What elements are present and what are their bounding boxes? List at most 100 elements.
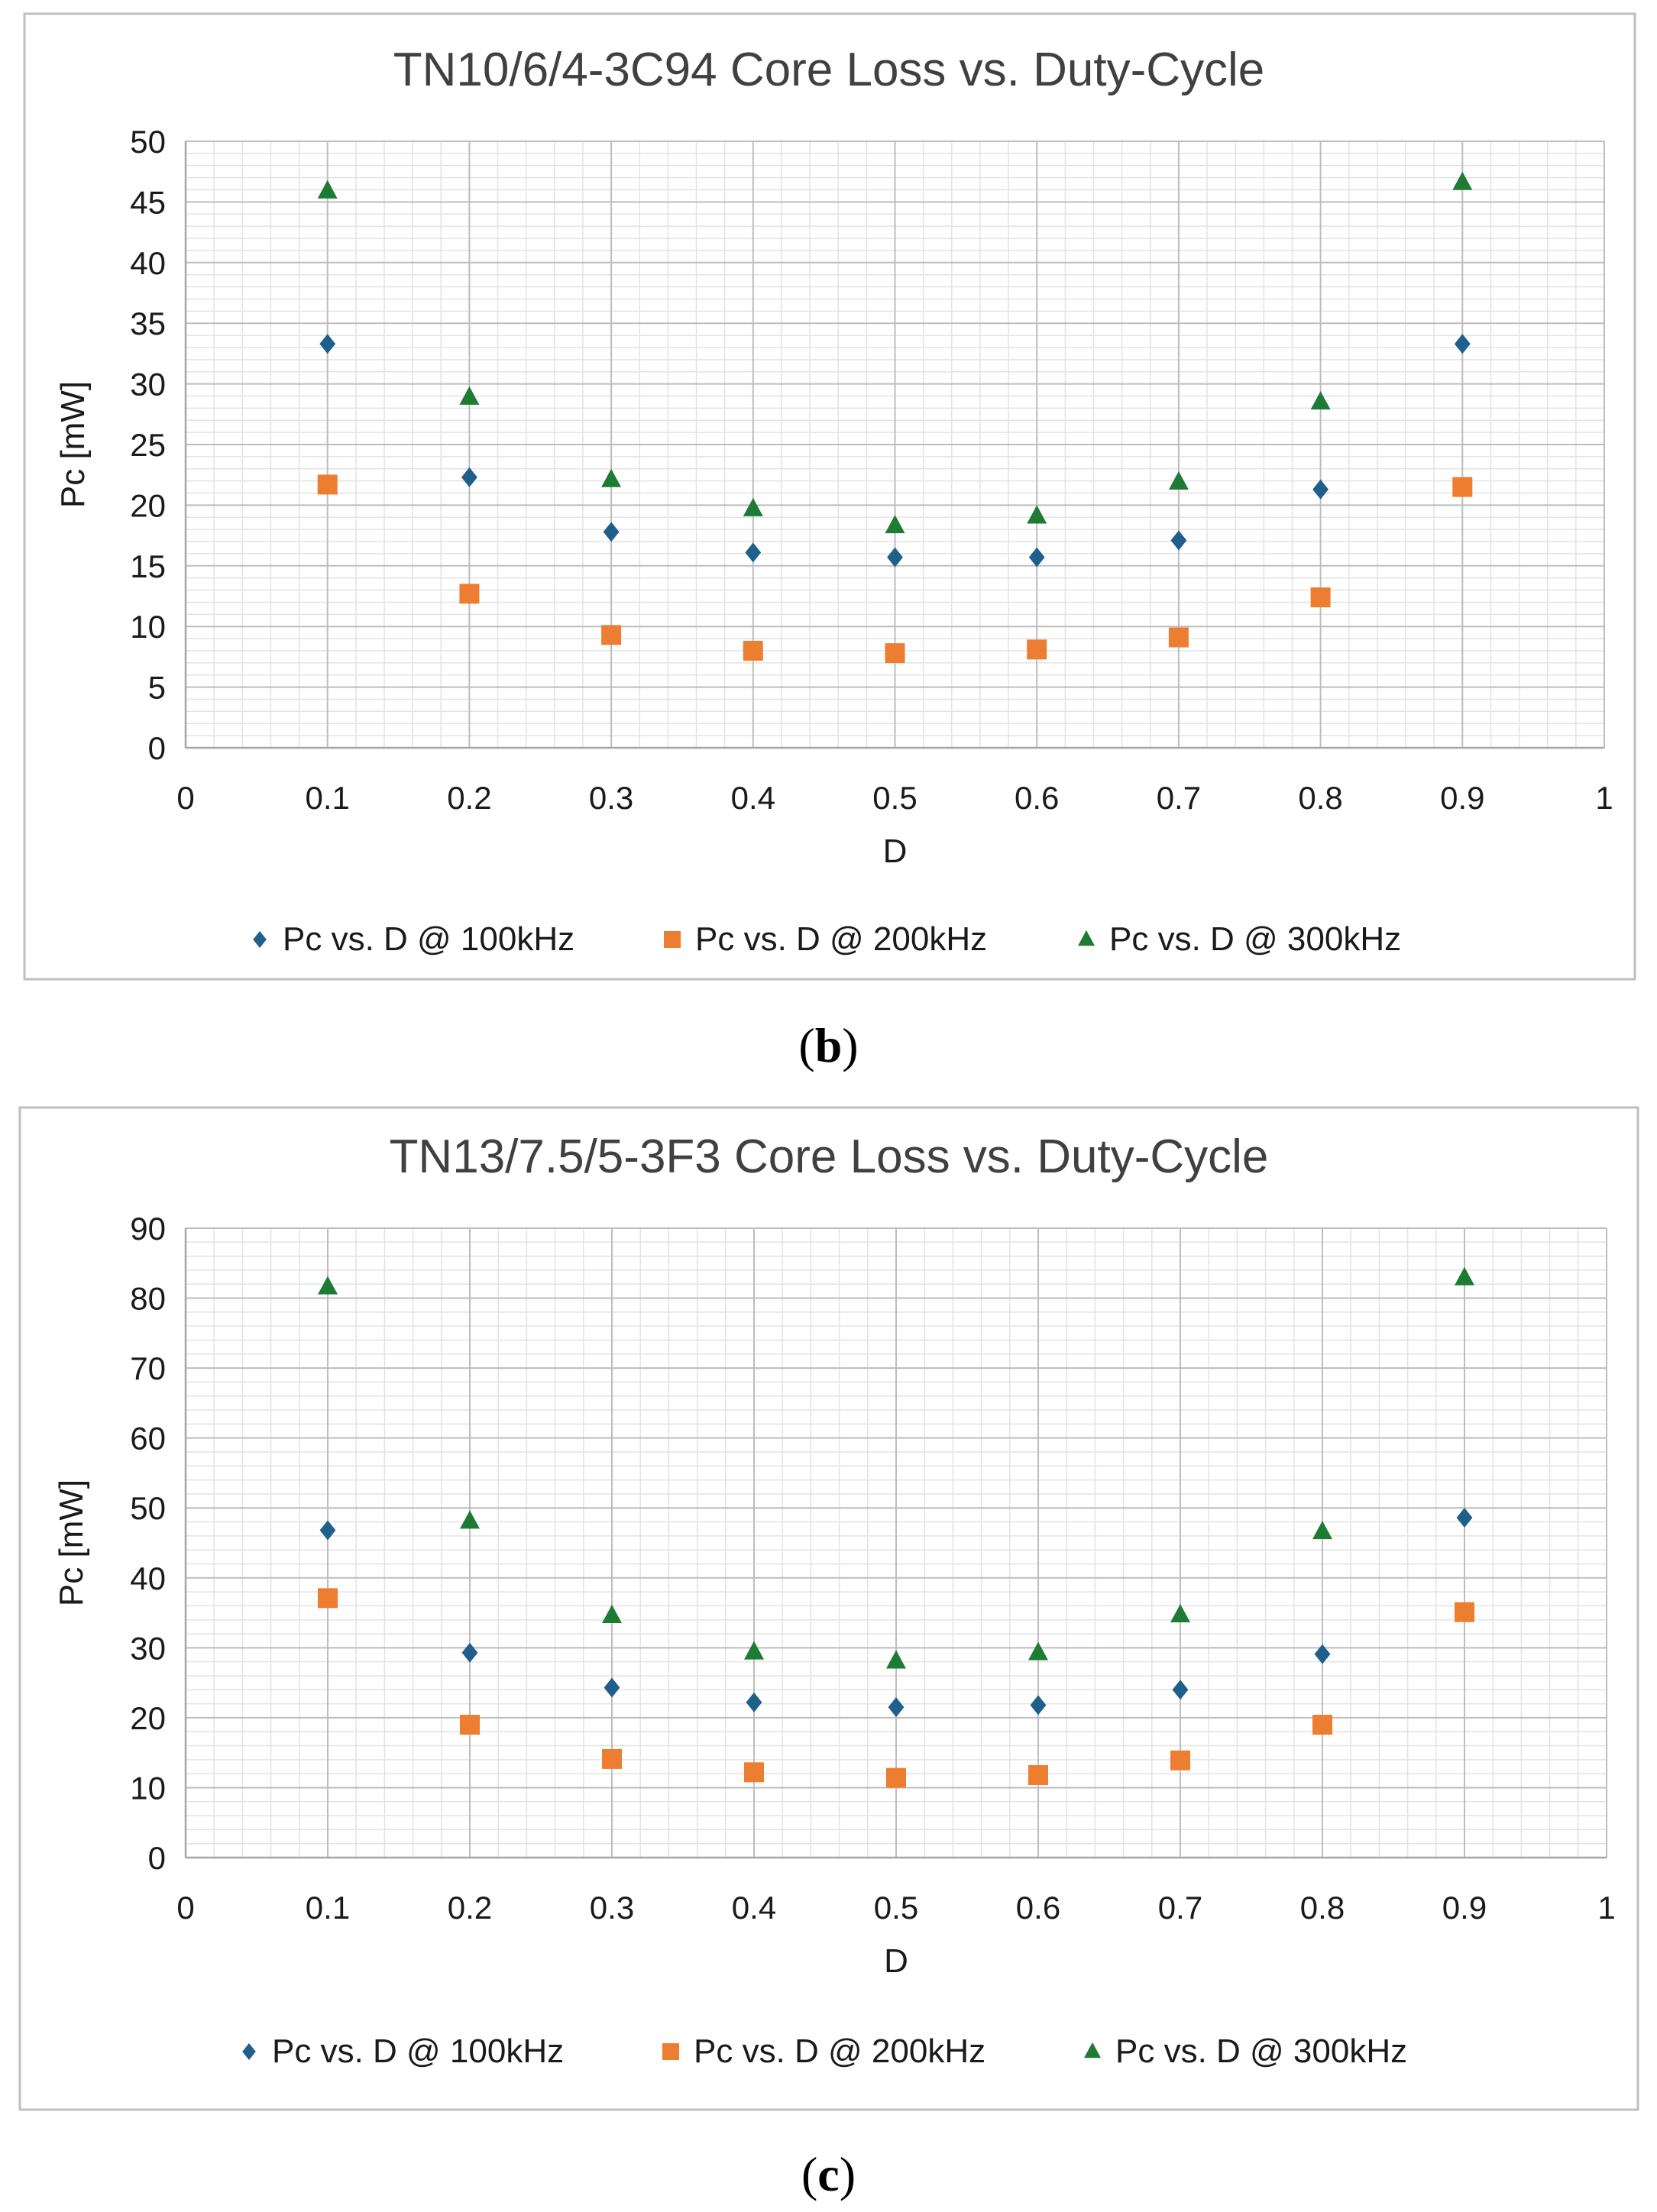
panel-label-c-close: ) (839, 2147, 856, 2201)
x-axis-label: D (884, 1942, 908, 1980)
y-tick-label: 25 (130, 427, 166, 463)
y-axis-label: Pc [mW] (54, 381, 92, 508)
data-point (601, 625, 622, 645)
legend-marker (1084, 2042, 1101, 2058)
chart-frame (18, 1106, 1639, 2111)
data-point (318, 1588, 338, 1609)
legend-marker (253, 931, 267, 948)
y-tick-label: 0 (148, 730, 166, 766)
legend-label: Pc vs. D @ 300kHz (1109, 920, 1401, 958)
data-point (602, 1604, 622, 1623)
chart-title: TN10/6/4-3C94 Core Loss vs. Duty-Cycle (393, 44, 1265, 96)
chart-c-svg: TN13/7.5/5-3F3 Core Loss vs. Duty-Cycle 0… (18, 1106, 1639, 2111)
y-tick-label: 15 (130, 548, 166, 584)
data-point (604, 1677, 620, 1698)
data-point (744, 1762, 764, 1783)
x-tick-label: 0 (176, 1890, 194, 1926)
legend-label: Pc vs. D @ 200kHz (695, 920, 987, 958)
y-tick-label: 40 (130, 1560, 166, 1596)
x-tick-label: 0.2 (448, 1890, 492, 1926)
x-tick-label: 0.7 (1157, 780, 1201, 816)
x-tick-label: 0.5 (874, 1890, 918, 1926)
data-point (743, 640, 763, 661)
panel-label-b-letter: b (814, 1018, 843, 1072)
data-point (888, 1697, 905, 1718)
y-tick-label: 20 (130, 487, 166, 523)
legend-label: Pc vs. D @ 300kHz (1115, 2033, 1407, 2070)
data-point (461, 467, 477, 487)
data-point (461, 1642, 478, 1663)
data-point (1027, 505, 1047, 524)
panel-label-c-letter: c (817, 2147, 840, 2201)
y-tick-label: 30 (130, 1630, 166, 1666)
y-tick-label: 90 (130, 1211, 166, 1247)
chart-panel-b: TN10/6/4-3C94 Core Loss vs. Duty-Cycle 0 0… (0, 0, 1657, 1085)
x-tick-label: 0.1 (306, 780, 350, 816)
x-tick-label: 0.6 (1016, 1890, 1060, 1926)
panel-label-b-open: ( (798, 1018, 815, 1072)
data-point (1310, 587, 1331, 608)
data-point (1027, 639, 1047, 660)
data-point (319, 1520, 336, 1541)
x-tick-label: 0 (176, 780, 194, 816)
data-point (459, 386, 480, 405)
data-point (1312, 1715, 1332, 1735)
x-tick-label: 1 (1595, 780, 1613, 816)
x-tick-label: 0.9 (1442, 1890, 1487, 1926)
panel-label-c: (c) (0, 2146, 1657, 2203)
data-point (1455, 1602, 1474, 1622)
data-point (1312, 479, 1329, 500)
data-point (1454, 334, 1471, 354)
data-point (1028, 547, 1045, 568)
y-axis-label: Pc [mW] (53, 1480, 90, 1606)
data-point (1168, 471, 1189, 490)
x-tick-label: 0.5 (872, 780, 917, 816)
x-tick-label: 0.8 (1298, 780, 1342, 816)
data-point (743, 497, 763, 516)
data-point (885, 515, 905, 534)
data-point (1170, 1604, 1190, 1623)
data-point (459, 584, 480, 604)
legend-marker (662, 2043, 679, 2060)
x-axis-label: D (883, 833, 908, 870)
legend-label: Pc vs. D @ 100kHz (283, 920, 574, 958)
legend-marker (1078, 930, 1095, 946)
data-point (1028, 1764, 1048, 1785)
data-point (1028, 1641, 1048, 1661)
data-point (1172, 1680, 1189, 1700)
x-tick-label: 0.7 (1158, 1890, 1202, 1926)
data-point (1452, 477, 1473, 497)
data-point (1170, 1750, 1190, 1771)
y-tick-label: 30 (130, 367, 166, 403)
legend-marker (664, 931, 681, 948)
data-point (603, 522, 620, 542)
data-point (1455, 1266, 1474, 1285)
data-point (601, 468, 622, 487)
data-point (1456, 1508, 1473, 1528)
y-tick-label: 70 (130, 1350, 166, 1386)
chart-panel-c: TN13/7.5/5-3F3 Core Loss vs. Duty-Cycle 0… (0, 1085, 1657, 2212)
panel-label-c-open: ( (801, 2147, 818, 2201)
y-tick-label: 0 (148, 1840, 166, 1876)
data-point (1170, 530, 1187, 551)
data-point (319, 334, 336, 354)
chart-frame (23, 12, 1636, 981)
y-tick-label: 80 (130, 1281, 166, 1317)
y-tick-label: 40 (130, 245, 166, 281)
panel-label-b: (b) (0, 1017, 1657, 1074)
y-tick-label: 10 (130, 1770, 166, 1806)
x-tick-label: 0.3 (589, 780, 633, 816)
y-tick-label: 5 (148, 670, 166, 706)
data-point (1314, 1644, 1331, 1664)
data-point (318, 1276, 338, 1295)
data-point (887, 547, 903, 568)
y-tick-label: 50 (130, 124, 166, 160)
data-point (460, 1510, 480, 1529)
data-point (1312, 1521, 1332, 1540)
data-point (1310, 391, 1331, 410)
data-point (744, 1641, 764, 1660)
x-tick-label: 0.2 (447, 780, 491, 816)
data-point (886, 1767, 906, 1788)
data-point (317, 179, 338, 199)
